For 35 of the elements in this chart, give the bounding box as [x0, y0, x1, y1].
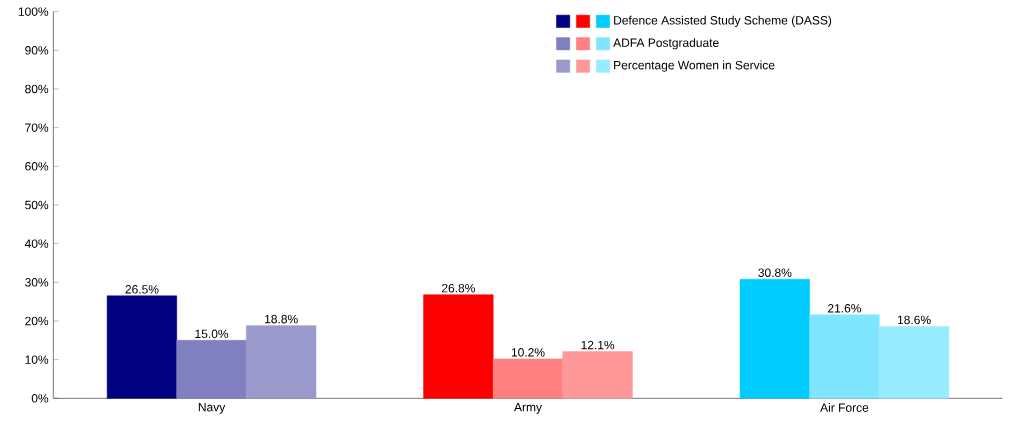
data-label: 30.8% [758, 268, 792, 277]
data-label: 26.8% [441, 283, 475, 293]
legend-label: Percentage Women in Service [614, 60, 775, 72]
data-label: 21.6% [828, 304, 862, 313]
bar [106, 295, 178, 399]
bar [423, 294, 494, 399]
bar [878, 326, 950, 399]
y-tick-label: 90% [25, 46, 49, 55]
y-tick-label: 70% [25, 123, 49, 132]
bar [176, 340, 247, 399]
data-label: 15.0% [195, 329, 229, 339]
y-tick-label: 20% [25, 316, 49, 326]
legend-label: ADFA Postgraduate [613, 38, 719, 50]
data-label: 10.2% [511, 348, 545, 357]
x-tick-label: Air Force [820, 403, 869, 412]
y-tick-label: 100% [18, 7, 49, 16]
x-tick-label: Army [514, 403, 542, 414]
y-tick-label: 80% [25, 84, 49, 94]
bar [562, 351, 633, 399]
y-tick-label: 10% [25, 355, 49, 364]
data-label: 12.1% [581, 340, 615, 350]
data-label: 18.8% [265, 314, 298, 324]
legend-label: Defence Assisted Study Scheme (DASS) [614, 15, 832, 27]
data-label: 26.5% [125, 285, 159, 294]
y-tick-label: 50% [25, 200, 49, 210]
y-tick-label: 40% [24, 239, 49, 248]
y-tick-label: 60% [25, 162, 49, 171]
bar [246, 325, 317, 399]
bar [739, 278, 810, 399]
bar [492, 358, 564, 399]
data-label: 18.6% [897, 315, 931, 325]
y-tick-label: 0% [31, 394, 49, 403]
bar [809, 314, 880, 399]
y-tick-label: 30% [25, 278, 49, 287]
x-tick-label: Navy [198, 403, 226, 414]
